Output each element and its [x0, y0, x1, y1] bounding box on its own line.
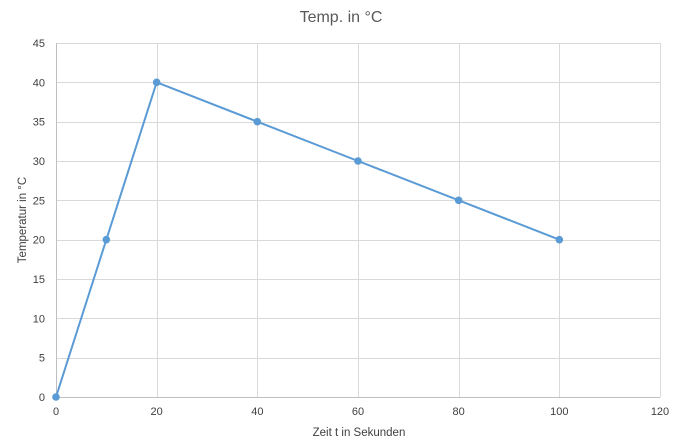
data-point	[253, 117, 262, 126]
y-tick-label: 5	[39, 353, 45, 365]
y-tick-label: 25	[33, 195, 45, 207]
data-point	[354, 157, 362, 165]
y-tick-label: 45	[33, 38, 45, 50]
gridlines	[56, 43, 661, 397]
data-point	[454, 196, 463, 205]
series-line	[55, 81, 561, 398]
x-tick-label: 120	[651, 406, 669, 418]
data-point	[52, 393, 60, 401]
y-tick-label: 15	[33, 274, 45, 286]
y-tick-label: 40	[33, 77, 45, 89]
y-tick-label: 10	[33, 313, 45, 325]
x-tick-label: 60	[352, 406, 364, 418]
x-tick-label: 40	[251, 406, 263, 418]
y-axis-label: Temperatur in °C	[17, 177, 29, 263]
x-tick-label: 0	[53, 406, 59, 418]
x-axis-label: Zeit t in Sekunden	[313, 427, 406, 439]
tick-labels: 0 5 10 15 20 25 30 35 40 45 0 20 40 60 80 100 120	[33, 38, 669, 418]
data-series	[52, 78, 564, 401]
chart-title: Temp. in °C	[300, 9, 383, 26]
x-tick-label: 20	[151, 406, 163, 418]
data-point	[152, 78, 161, 87]
axes	[56, 43, 660, 398]
y-tick-label: 20	[33, 235, 45, 247]
data-point	[555, 235, 564, 244]
x-tick-label: 80	[453, 406, 465, 418]
x-tick-label: 100	[550, 406, 568, 418]
data-point	[102, 235, 111, 244]
y-tick-label: 30	[33, 156, 45, 168]
y-tick-label: 0	[39, 392, 45, 404]
y-tick-label: 35	[33, 117, 45, 129]
